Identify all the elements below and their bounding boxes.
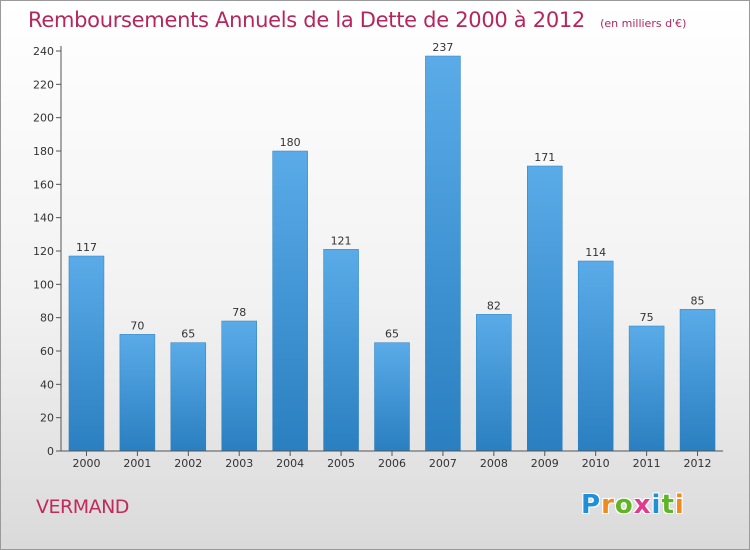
bar-value-label: 78 (232, 306, 246, 319)
y-tick-label: 160 (33, 178, 54, 191)
x-tick-label: 2003 (225, 457, 253, 470)
y-tick-label: 0 (47, 445, 54, 458)
bar-2012 (679, 309, 716, 452)
bar-value-label: 65 (385, 328, 399, 341)
bar-value-label: 65 (181, 328, 195, 341)
logo-letter: o (614, 490, 634, 520)
x-tick-label: 2007 (429, 457, 457, 470)
y-tick-label: 120 (33, 245, 54, 258)
bar-2010 (577, 260, 614, 452)
x-tick-label: 2001 (123, 457, 151, 470)
y-tick-label: 240 (33, 45, 54, 58)
bar-value-label: 121 (331, 234, 352, 247)
axis-layer: 0 20 40 60 80 100 120 140 160 180 200 220 240 2000 200… (33, 45, 723, 470)
bar-2007 (425, 55, 461, 452)
bar-value-label: 180 (280, 136, 301, 149)
x-tick-label: 2006 (378, 457, 406, 470)
x-tick-label: 2000 (72, 457, 100, 470)
x-tick-label: 2012 (684, 457, 712, 470)
bars-layer: 117 70 65 78 180 121 65 237 82 171 114 75 85 (68, 41, 716, 452)
logo-letter: i (651, 490, 662, 520)
bar-value-label: 75 (640, 311, 654, 324)
logo-letter: i (674, 490, 685, 520)
y-tick-label: 60 (40, 345, 54, 358)
bar-value-label: 114 (585, 246, 606, 259)
y-tick-label: 180 (33, 145, 54, 158)
bar-2003 (221, 320, 257, 452)
y-tick-label: 220 (33, 78, 54, 91)
y-tick-label: 140 (33, 212, 54, 225)
bar-value-label: 117 (76, 241, 97, 254)
bar-value-label: 237 (432, 41, 453, 54)
unit-note: (en milliers d'€) (600, 17, 687, 30)
x-tick-label: 2005 (327, 457, 355, 470)
bar-value-label: 82 (487, 299, 501, 312)
x-tick-label: 2009 (531, 457, 559, 470)
y-tick-label: 200 (33, 112, 54, 125)
y-tick-label: 20 (40, 412, 54, 425)
bar-2008 (476, 314, 512, 452)
bar-value-label: 171 (534, 151, 555, 164)
bar-2002 (170, 342, 207, 452)
bar-value-label: 85 (691, 294, 705, 307)
place-name: VERMAND (36, 496, 129, 518)
x-tick-label: 2010 (582, 457, 610, 470)
x-tick-label: 2004 (276, 457, 304, 470)
logo-letter: P (581, 490, 602, 520)
logo-letter: t (661, 490, 675, 520)
bar-2005 (323, 249, 359, 452)
x-tick-label: 2002 (174, 457, 202, 470)
title-row: Remboursements Annuels de la Dette de 20… (28, 8, 686, 32)
logo-letter: x (633, 490, 652, 520)
x-tick-label: 2011 (633, 457, 661, 470)
proxiti-logo[interactable]: Proxiti (581, 490, 685, 520)
bar-2011 (628, 325, 665, 452)
chart-title: Remboursements Annuels de la Dette de 20… (28, 8, 585, 32)
y-tick-label: 100 (33, 278, 54, 291)
y-tick-label: 80 (40, 312, 54, 325)
y-tick-label: 40 (40, 378, 54, 391)
bar-2000 (68, 255, 105, 452)
bar-2009 (527, 165, 563, 452)
logo-letter: r (601, 490, 615, 520)
bar-2006 (374, 342, 410, 452)
bar-2001 (119, 334, 156, 452)
x-tick-label: 2008 (480, 457, 508, 470)
bar-value-label: 70 (130, 319, 144, 332)
bar-2004 (272, 150, 308, 452)
